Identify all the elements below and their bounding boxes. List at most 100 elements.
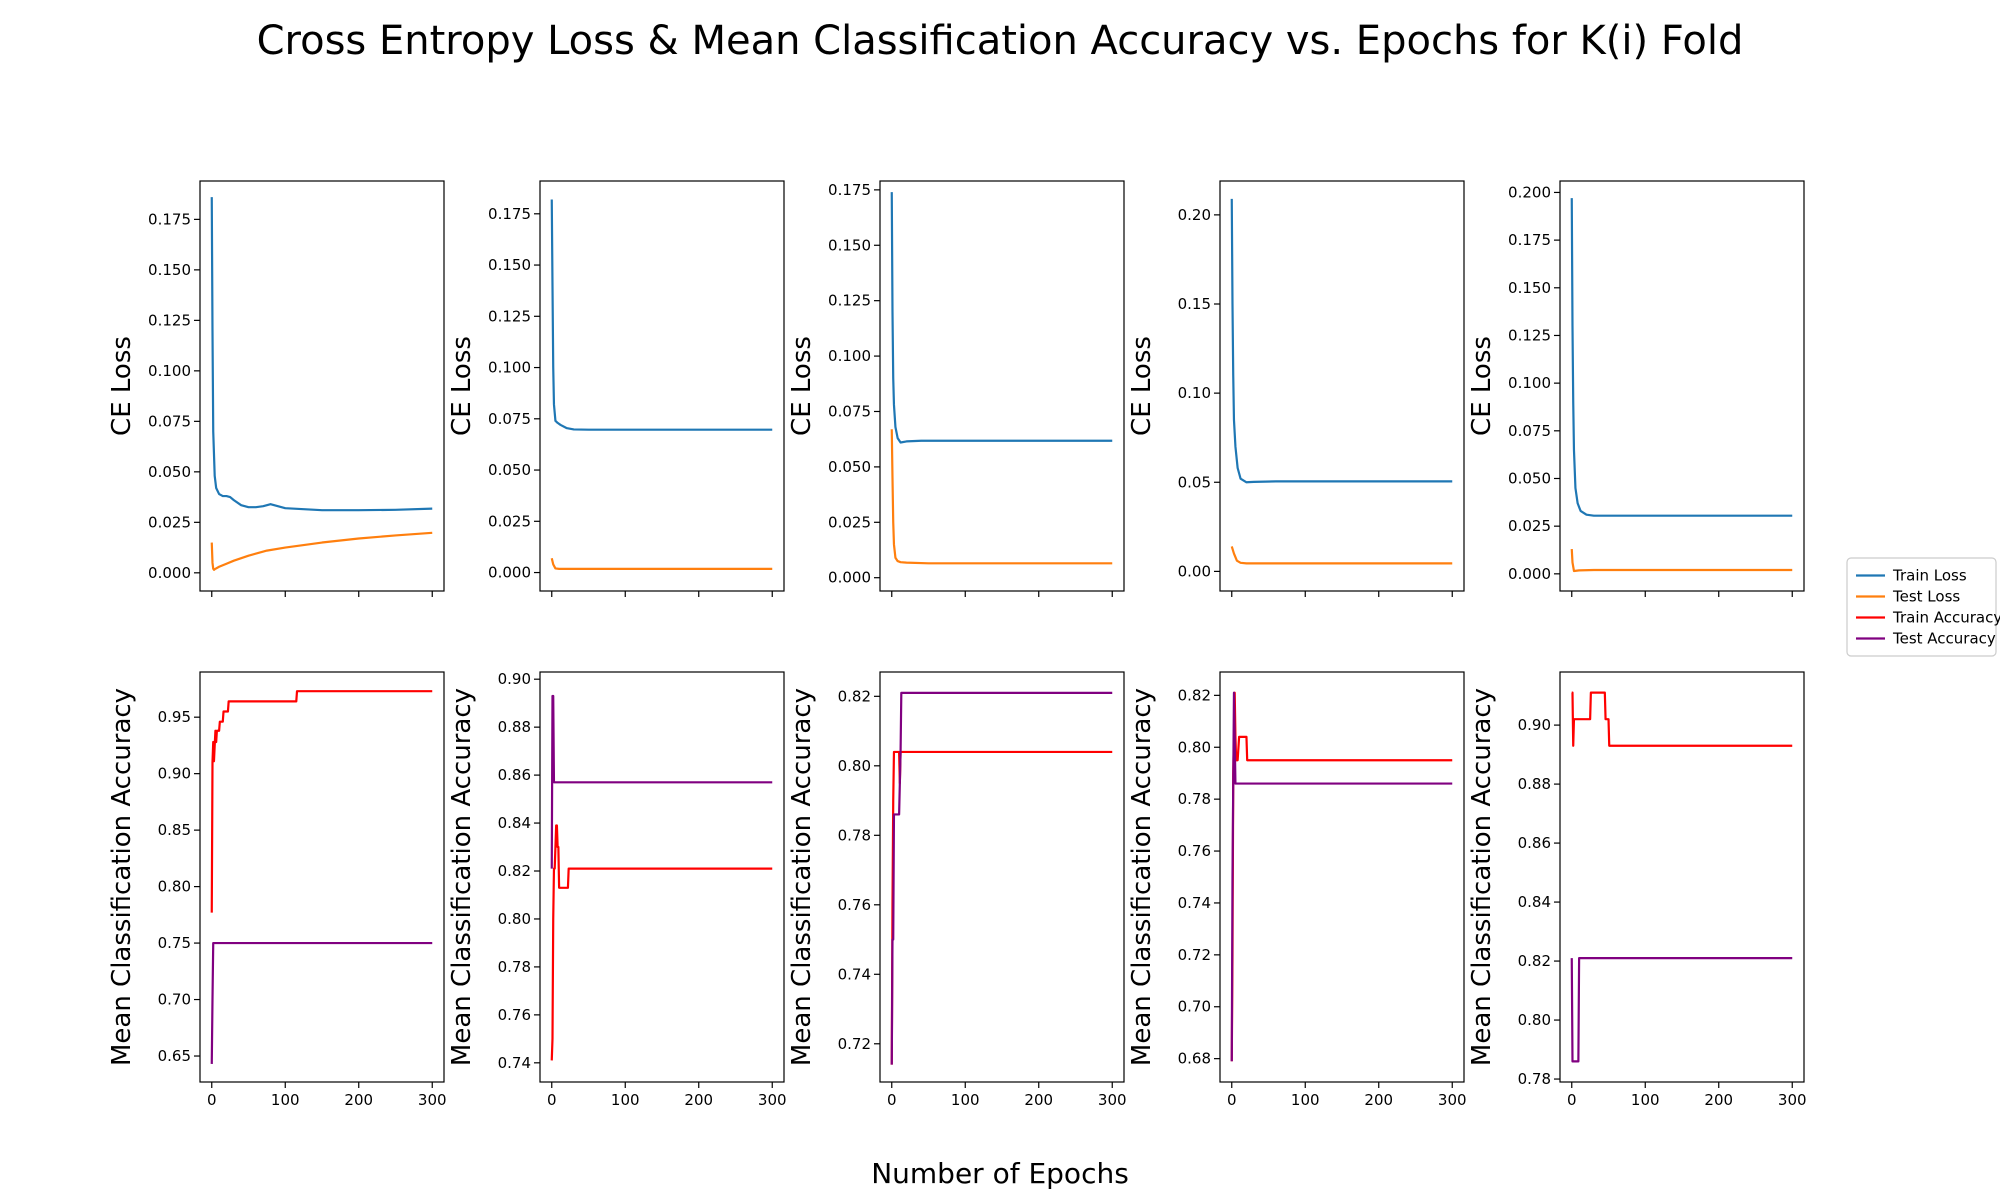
series-line-train-accuracy [210, 690, 433, 913]
y-tick-label: 0.175 [1508, 231, 1551, 249]
y-tick-label: 0.76 [838, 896, 871, 914]
x-tick-label: 0 [1227, 1091, 1237, 1109]
y-tick-label: 0.72 [1178, 946, 1211, 964]
y-tick-label: 0.000 [1508, 565, 1551, 583]
y-tick-label: 0.76 [498, 1006, 531, 1024]
y-tick-label: 0.74 [498, 1054, 531, 1072]
y-tick-label: 0.82 [838, 687, 871, 705]
acc-panel-2: 0.74 0.76 0.78 0.80 0.82 0.84 0.86 0.88 0.90 0 100… [447, 670, 787, 1109]
y-tick-label: 0.90 [498, 670, 531, 688]
legend-label: Train Accuracy [1892, 609, 2000, 627]
series-line-train-loss [1230, 198, 1453, 484]
y-tick-label: 0.025 [1508, 517, 1551, 535]
y-tick-label: 0.10 [1178, 384, 1211, 402]
x-tick-label: 100 [1631, 1091, 1660, 1109]
plot-frame [1559, 180, 1805, 592]
x-tick-label: 200 [1364, 1091, 1393, 1109]
subplot-grid: 0.0000.0250.0500.0750.1000.1250.1500.175… [107, 180, 1807, 1109]
y-tick-label: 0.075 [148, 412, 191, 430]
y-tick-label: 0.100 [148, 362, 191, 380]
series-line-test-loss [890, 429, 1113, 565]
loss-panel-3: 0.000 0.025 0.050 0.075 0.100 0.125 0.150 0.175… [787, 180, 1125, 597]
x-tick-label: 300 [1778, 1091, 1807, 1109]
y-tick-label: 0.74 [838, 965, 871, 983]
y-tick-label: 0.95 [158, 708, 191, 726]
x-tick-label: 300 [758, 1091, 787, 1109]
y-tick-label: 0.050 [148, 463, 191, 481]
y-tick-label: 0.80 [838, 757, 871, 775]
legend: Train Loss Test Loss Train Accuracy Test Ac… [1846, 557, 2000, 657]
y-tick-label: 0.125 [828, 292, 871, 310]
series-line-train-accuracy [890, 750, 1113, 1065]
series-line-test-loss [1570, 548, 1793, 573]
y-axis-label: Mean Classification Accuracy [107, 688, 137, 1066]
y-tick-label: 0.025 [828, 513, 871, 531]
y-tick-label: 0.050 [828, 458, 871, 476]
y-tick-label: 0.78 [1518, 1070, 1551, 1088]
y-tick-label: 0.78 [1178, 790, 1211, 808]
y-tick-label: 0.68 [1178, 1050, 1211, 1068]
y-tick-label: 0.90 [158, 765, 191, 783]
y-tick-label: 0.80 [1178, 738, 1211, 756]
plot-frame [199, 671, 445, 1083]
loss-panel-5: 0.000 0.025 0.050 0.075 0.100 0.125 0.150 0.175… [1467, 180, 1805, 597]
y-tick-label: 0.76 [1178, 842, 1211, 860]
series-line-test-accuracy [1570, 957, 1793, 1063]
y-tick-label: 0.84 [1518, 893, 1551, 911]
x-tick-label: 300 [418, 1091, 447, 1109]
y-tick-label: 0.65 [158, 1047, 191, 1065]
y-tick-label: 0.82 [1178, 686, 1211, 704]
y-axis-label: Mean Classification Accuracy [447, 688, 477, 1066]
series-line-test-loss [1230, 546, 1453, 565]
x-tick-label: 0 [887, 1091, 897, 1109]
series-line-train-loss [210, 197, 433, 512]
y-tick-label: 0.150 [488, 256, 531, 274]
y-tick-label: 0.86 [1518, 834, 1551, 852]
series-line-test-loss [210, 531, 433, 571]
y-tick-label: 0.72 [838, 1035, 871, 1053]
y-tick-label: 0.00 [1178, 562, 1211, 580]
y-axis-label: Mean Classification Accuracy [787, 688, 817, 1066]
y-axis-label: CE Loss [1467, 336, 1497, 436]
y-tick-label: 0.80 [1518, 1011, 1551, 1029]
y-tick-label: 0.000 [828, 569, 871, 587]
plot-frame [1219, 671, 1465, 1083]
y-tick-label: 0.100 [828, 347, 871, 365]
y-tick-label: 0.100 [488, 359, 531, 377]
y-axis-label: Mean Classification Accuracy [1467, 688, 1497, 1066]
x-tick-label: 0 [1567, 1091, 1577, 1109]
y-tick-label: 0.90 [1518, 716, 1551, 734]
y-tick-label: 0.82 [1518, 952, 1551, 970]
y-tick-label: 0.175 [148, 210, 191, 228]
y-axis-label: CE Loss [1127, 336, 1157, 436]
acc-panel-1: 0.65 0.70 0.75 0.80 0.85 0.90 0.95 0 100 200 300 Me… [107, 671, 447, 1109]
legend-label: Test Accuracy [1892, 630, 1996, 648]
legend-label: Test Loss [1892, 588, 1960, 606]
series-line-train-loss [550, 199, 773, 431]
legend-label: Train Loss [1892, 567, 1967, 585]
y-tick-label: 0.75 [158, 934, 191, 952]
y-axis-label: CE Loss [447, 336, 477, 436]
plot-frame [1219, 180, 1465, 592]
series-line-train-loss [890, 192, 1113, 444]
y-tick-label: 0.075 [488, 410, 531, 428]
x-tick-label: 200 [684, 1091, 713, 1109]
y-tick-label: 0.80 [498, 910, 531, 928]
y-tick-label: 0.150 [148, 261, 191, 279]
y-tick-label: 0.78 [498, 958, 531, 976]
plot-frame [539, 671, 785, 1083]
y-tick-label: 0.175 [828, 181, 871, 199]
y-tick-label: 0.85 [158, 821, 191, 839]
y-axis-label: Mean Classification Accuracy [1127, 688, 1157, 1066]
y-tick-label: 0.84 [498, 814, 531, 832]
y-tick-label: 0.88 [498, 718, 531, 736]
series-line-train-loss [1570, 198, 1793, 517]
y-tick-label: 0.125 [488, 307, 531, 325]
x-tick-label: 100 [1291, 1091, 1320, 1109]
series-line-test-accuracy [1230, 691, 1453, 1062]
y-axis-label: CE Loss [787, 336, 817, 436]
y-tick-label: 0.74 [1178, 894, 1211, 912]
y-tick-label: 0.88 [1518, 775, 1551, 793]
y-tick-label: 0.025 [488, 512, 531, 530]
